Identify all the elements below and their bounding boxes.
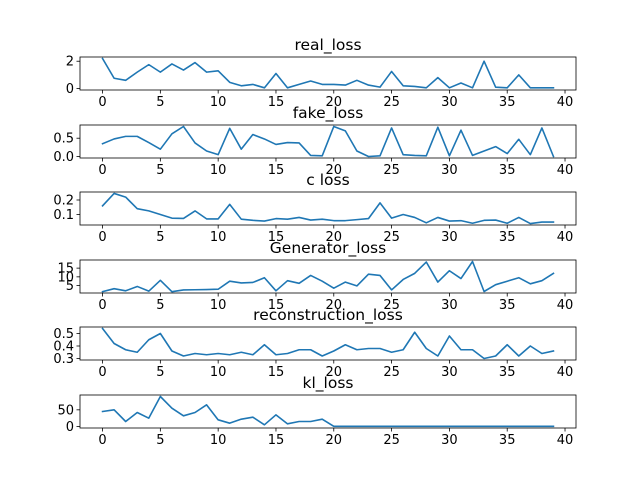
x-tick-label: 40 [557,298,574,313]
x-tick-label: 35 [499,433,516,448]
series-line [101,395,555,428]
x-tick-label: 10 [210,433,227,448]
x-tick-label: 35 [499,230,516,245]
x-tick-label: 25 [383,365,400,380]
x-tick-label: 15 [268,230,285,245]
x-tick-label: 25 [383,95,400,110]
x-tick-label: 0 [98,163,106,178]
x-tick-label: 35 [499,365,516,380]
x-tick-label: 20 [326,433,343,448]
y-tick-label: 5 [66,279,74,294]
x-tick-label: 15 [268,365,285,380]
x-tick-label: 0 [98,95,106,110]
x-tick-label: 35 [499,95,516,110]
x-tick-label: 20 [326,230,343,245]
x-tick-label: 20 [326,163,343,178]
y-tick-label: 0.2 [53,193,74,208]
subplot-title: kl_loss [303,374,354,393]
axes-frame [79,394,577,429]
x-tick-label: 30 [441,163,458,178]
x-tick-label: 30 [441,365,458,380]
x-tick-label: 30 [441,298,458,313]
subplot-reconstruction-loss: 0 5 10 15 20 25 30 35 40 0.30.40.5 reconstruction_… [53,306,577,380]
x-tick-label: 5 [156,95,164,110]
x-tick-label: 30 [441,230,458,245]
x-tick-label: 0 [98,298,106,313]
y-tick-label: 0 [66,420,74,435]
subplot-kl-loss: 0 5 10 15 20 25 30 35 40 0 50 kl_loss [57,374,577,448]
x-tick-label: 5 [156,163,164,178]
x-tick-label: 10 [210,298,227,313]
x-tick-label: 20 [326,365,343,380]
x-tick-label: 5 [156,433,164,448]
x-tick-label: 40 [557,163,574,178]
x-tick-label: 5 [156,230,164,245]
x-tick-label: 40 [557,365,574,380]
y-tick-label: 0.0 [53,150,74,165]
subplot-fake-loss: 0 5 10 15 20 25 30 35 40 0.0 0.5 fake_loss [53,104,577,178]
x-tick-label: 15 [268,163,285,178]
y-tick-label: 15 [57,262,74,277]
y-tick-label: 10 [57,270,74,285]
x-tick-label: 30 [441,433,458,448]
x-tick-label: 0 [98,365,106,380]
x-tick-label: 25 [383,163,400,178]
x-tick-label: 35 [499,298,516,313]
x-tick-label: 40 [557,230,574,245]
x-tick-label: 10 [210,230,227,245]
y-tick-label: 0.5 [53,132,74,147]
series-line [101,260,555,293]
subplot-title: real_loss [294,36,361,55]
x-tick-label: 20 [326,95,343,110]
x-tick-label: 15 [268,298,285,313]
subplot-title: c loss [306,171,349,189]
subplot-real-loss: 0 5 10 15 20 25 30 35 40 0 2 real_loss [66,36,577,110]
x-tick-label: 25 [383,433,400,448]
series-line [101,192,555,225]
y-tick-label: 2 [66,55,74,70]
y-tick-label: 0.4 [53,340,74,355]
x-tick-label: 10 [210,365,227,380]
subplot-c-loss: 0 5 10 15 20 25 30 35 40 0.10.2 c loss [53,171,577,245]
subplot-title: fake_loss [293,104,364,123]
x-tick-label: 40 [557,433,574,448]
y-tick-label: 0.3 [53,352,74,367]
x-tick-label: 25 [383,230,400,245]
axes-frame [79,191,577,226]
x-tick-label: 10 [210,163,227,178]
x-tick-label: 0 [98,433,106,448]
x-tick-label: 15 [268,433,285,448]
series-line [101,57,555,89]
x-tick-label: 40 [557,95,574,110]
axes-frame [79,326,577,361]
x-tick-label: 10 [210,95,227,110]
y-tick-label: 0.1 [53,208,74,223]
x-tick-label: 20 [326,298,343,313]
x-tick-label: 5 [156,298,164,313]
axes-frame [79,124,577,159]
x-tick-label: 5 [156,365,164,380]
x-tick-label: 30 [441,95,458,110]
axes-frame [79,56,577,91]
y-tick-label: 0.5 [53,327,74,342]
x-tick-label: 0 [98,230,106,245]
y-tick-label: 0 [66,82,74,97]
x-tick-label: 35 [499,163,516,178]
subplot-title: reconstruction_loss [253,306,403,325]
x-tick-label: 15 [268,95,285,110]
y-tick-label: 50 [57,403,74,418]
series-line [101,125,555,158]
subplot-title: Generator_loss [270,239,386,258]
series-line [101,327,555,360]
x-tick-label: 25 [383,298,400,313]
